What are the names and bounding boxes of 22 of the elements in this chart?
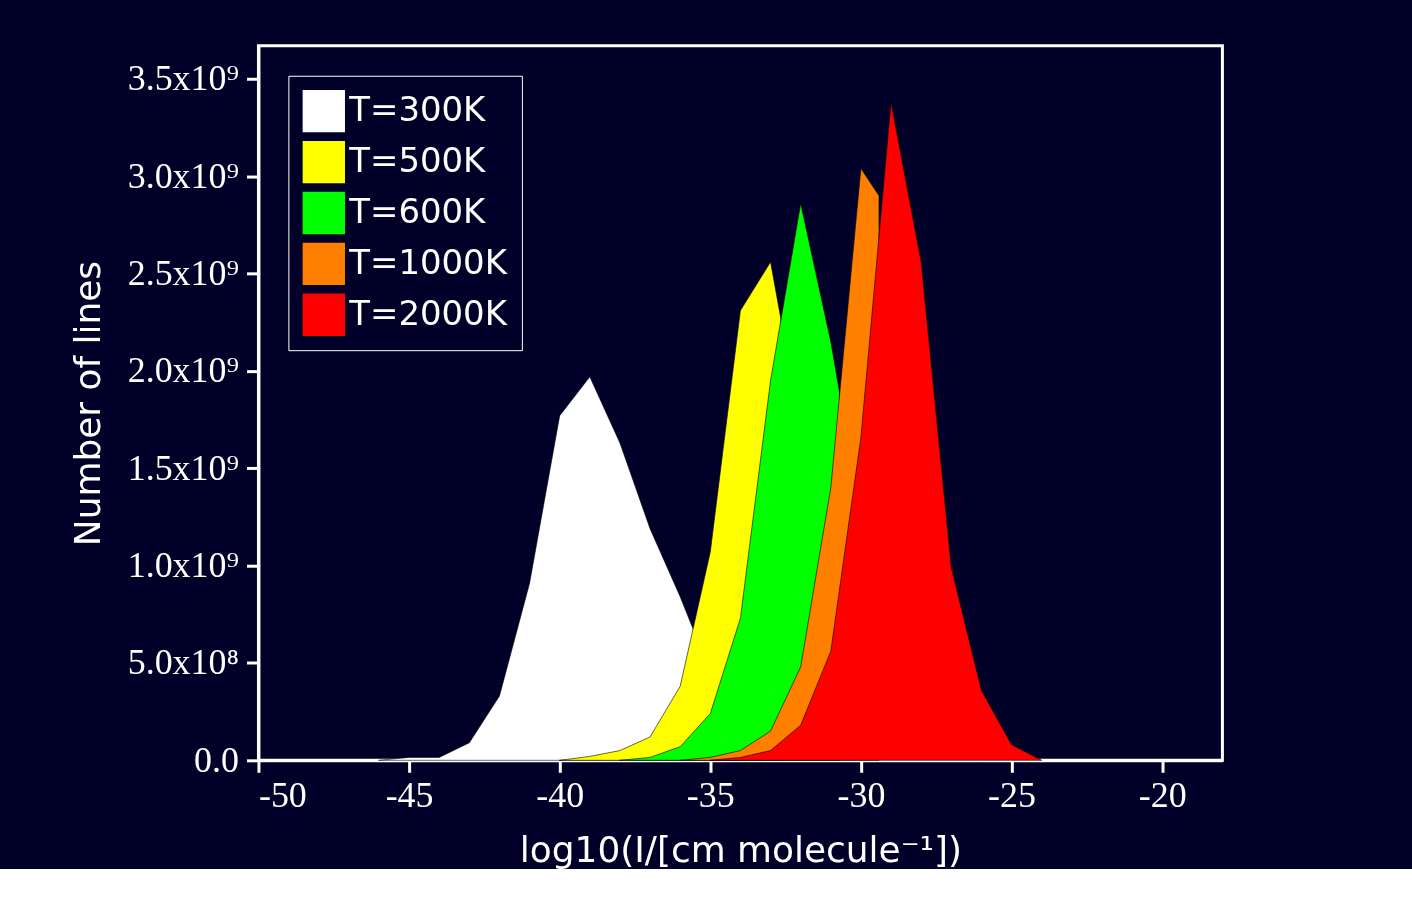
y-tick-label: 1.5x10⁹: [127, 447, 239, 488]
y-tick-label: 3.0x10⁹: [127, 155, 239, 196]
y-tick-label: 3.5x10⁹: [127, 58, 239, 99]
legend-label: T=600K: [348, 191, 487, 231]
x-axis-title: log10(I/[cm molecule⁻¹]): [519, 828, 963, 870]
x-tick-label: -25: [988, 774, 1036, 815]
y-tick-label: 5.0x10⁸: [127, 642, 239, 683]
y-tick-label: 2.0x10⁹: [127, 350, 239, 391]
x-tick-label: -35: [686, 774, 735, 815]
x-tick-label: -30: [837, 774, 886, 815]
legend-label: T=2000K: [348, 293, 508, 333]
y-tick-label: 0.0: [194, 739, 239, 780]
legend-label: T=1000K: [348, 242, 508, 282]
x-tick-label: -20: [1138, 774, 1187, 815]
y-axis-title: Number of lines: [66, 260, 108, 547]
x-tick-label: -50: [258, 774, 307, 815]
legend-label: T=300K: [348, 90, 487, 130]
y-tick-label: 1.0x10⁹: [127, 545, 239, 586]
x-tick-label: -40: [536, 774, 585, 815]
x-tick-label: -45: [385, 774, 434, 815]
legend-label: T=500K: [348, 141, 487, 181]
y-tick-label: 2.5x10⁹: [127, 253, 239, 294]
